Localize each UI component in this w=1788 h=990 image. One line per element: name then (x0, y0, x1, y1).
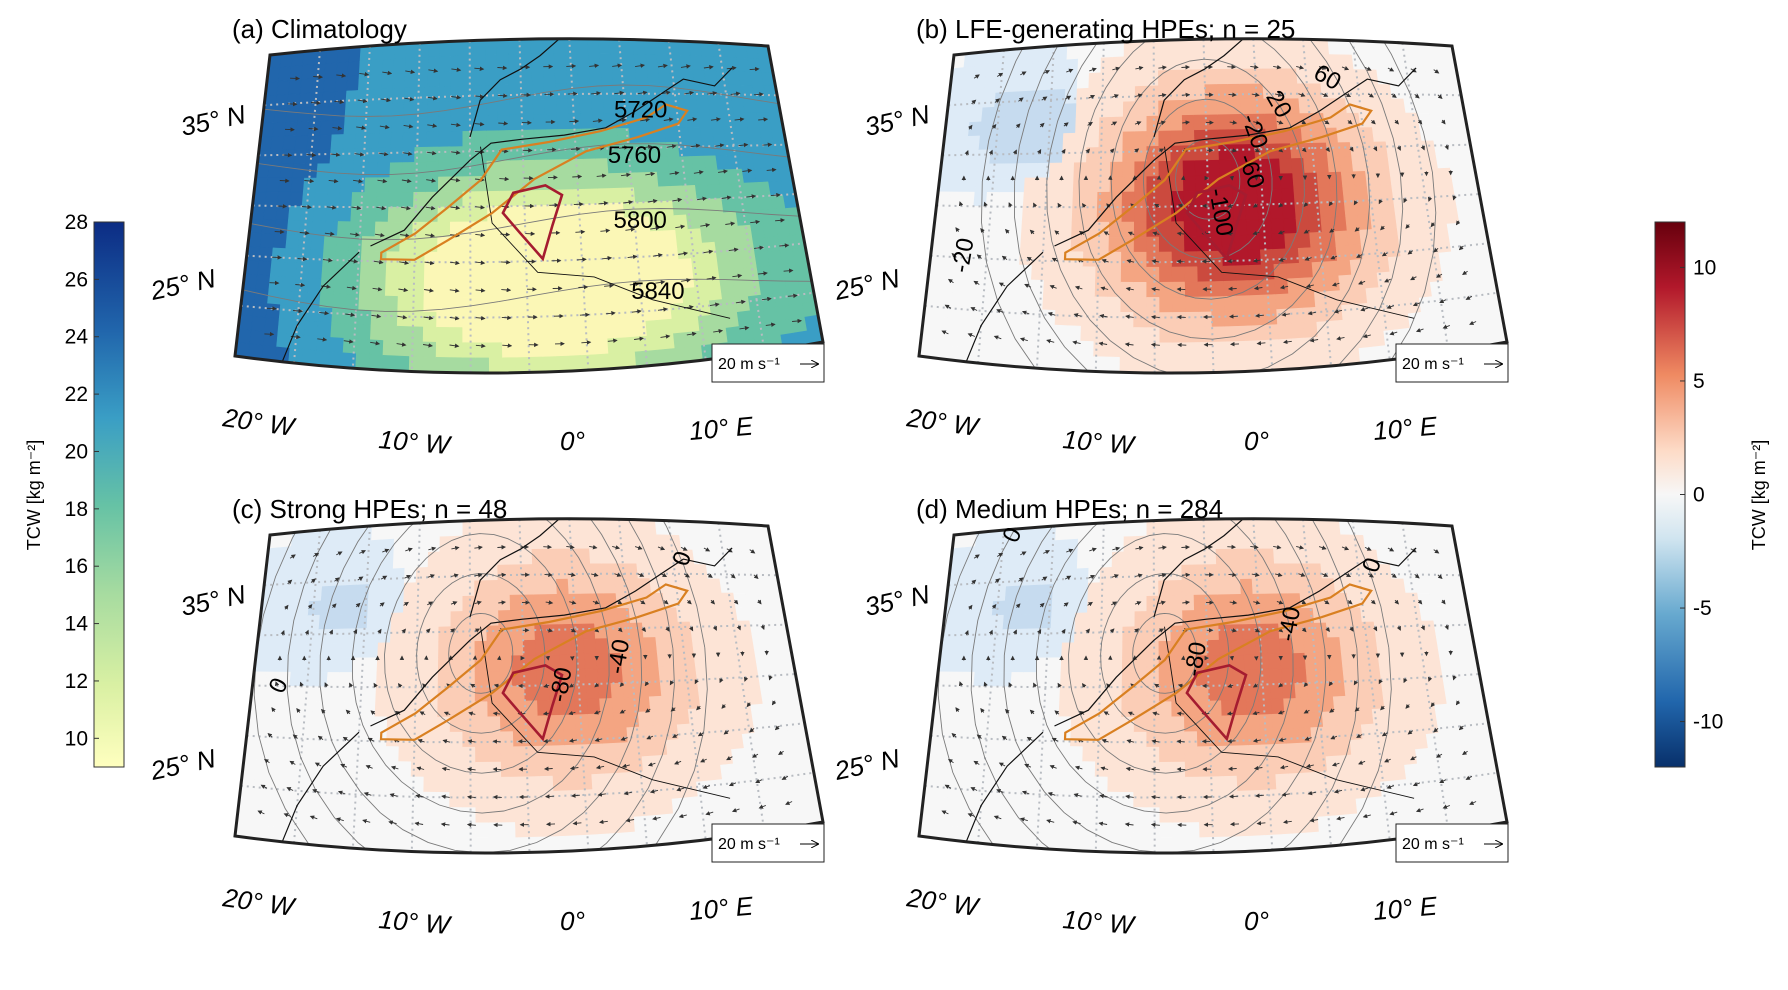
study-region-outline (379, 583, 689, 741)
panel-title: (a) Climatology (232, 14, 407, 44)
colorbar-tick-label: 18 (65, 498, 88, 521)
colorbar-tick-label: -5 (1693, 597, 1712, 620)
wind-scale-key: 20 m s⁻¹ (711, 343, 825, 383)
wind-vectors (941, 64, 1477, 348)
contour-label: 5760 (608, 142, 661, 169)
longitude-label: 20° W (904, 402, 982, 442)
study-region-outline (379, 103, 689, 261)
wind-vectors (264, 63, 802, 349)
study-region-outline (1063, 583, 1373, 741)
longitude-label: 10° W (377, 424, 453, 460)
map-panel-a: 5720 5760 5800 5840 20 m s⁻¹ (a) Climatology 3… (147, 14, 825, 460)
latitude-label: 35° N (862, 99, 932, 142)
longitude-label: 10° E (688, 410, 755, 446)
wind-scale-key: 20 m s⁻¹ (1395, 823, 1509, 863)
colorbar-left-bar (93, 221, 125, 768)
longitude-label: 10° E (1372, 890, 1439, 926)
latitude-label: 25° N (831, 743, 902, 786)
longitude-label: 10° W (1061, 424, 1137, 460)
latitude-label: 25° N (147, 743, 218, 786)
longitude-label: 0° (1244, 426, 1269, 456)
colorbar-tick-label: 12 (65, 670, 88, 693)
colorbar-tick-label: 20 (65, 440, 88, 463)
colorbar-tick-label: 14 (65, 613, 89, 636)
colorbar-left-label: TCW [kg m⁻²] (24, 440, 44, 551)
coastlines (281, 38, 733, 363)
contour-label: -80 (1180, 640, 1213, 679)
latitude-label: 35° N (862, 579, 932, 622)
study-region-outline (1063, 103, 1373, 261)
latitude-label: 35° N (178, 99, 248, 142)
contour-label: -80 (545, 665, 578, 704)
latitude-label: 25° N (831, 263, 902, 306)
colorbar-tick-label: 22 (65, 383, 88, 406)
contour-label: -40 (603, 637, 636, 676)
longitude-label: 10° W (377, 904, 453, 940)
target-region-outline (501, 664, 564, 742)
longitude-label: 10° E (1372, 410, 1439, 446)
longitude-label: 10° E (688, 890, 755, 926)
contour-label: -40 (1273, 605, 1306, 644)
panel-title: (c) Strong HPEs; n = 48 (232, 494, 507, 524)
wind-scale-key: 20 m s⁻¹ (1395, 343, 1509, 383)
target-region-outline (501, 184, 564, 262)
wind-scale-key: 20 m s⁻¹ (711, 823, 825, 863)
map-frame (233, 517, 825, 855)
coastlines (965, 518, 1417, 843)
colorbar-tick-label: 16 (65, 555, 88, 578)
colorbar-right: 10 5 0 -5 -10 TCW [kg m⁻²] (1654, 221, 1769, 768)
latitude-label: 25° N (147, 263, 218, 306)
longitude-label: 10° W (1061, 904, 1137, 940)
panel-title: (d) Medium HPEs; n = 284 (916, 494, 1223, 524)
geopotential-contours (981, 38, 1437, 374)
tcw-field (919, 38, 1507, 374)
contour-label: 5800 (614, 207, 667, 234)
longitude-label: 20° W (220, 882, 298, 922)
contour-label: 5720 (614, 96, 667, 123)
wind-vectors (257, 544, 793, 828)
colorbar-tick-label: 10 (1693, 256, 1716, 279)
coastlines (965, 38, 1417, 363)
target-region-outline (1185, 664, 1248, 742)
map-frame (917, 37, 1509, 375)
map-frame (233, 37, 825, 375)
longitude-label: 0° (560, 426, 585, 456)
wind-scale-label: 20 m s⁻¹ (1402, 836, 1464, 853)
coastlines (281, 518, 733, 843)
wind-scale-label: 20 m s⁻¹ (718, 356, 780, 373)
colorbar-tick-label: 24 (65, 326, 89, 349)
colorbar-left: 28 26 24 22 20 18 16 14 12 10 TCW [kg m⁻²] (24, 211, 125, 768)
longitude-label: 20° W (220, 402, 298, 442)
colorbar-tick-label: 10 (65, 727, 88, 750)
contour-label: 5840 (631, 278, 684, 305)
wind-vectors (941, 544, 1477, 828)
longitude-label: 20° W (904, 882, 982, 922)
longitude-label: 0° (1244, 906, 1269, 936)
colorbar-tick-label: 0 (1693, 484, 1705, 507)
wind-scale-label: 20 m s⁻¹ (718, 836, 780, 853)
wind-scale-label: 20 m s⁻¹ (1402, 356, 1464, 373)
contour-label: -20 (947, 236, 980, 275)
colorbar-right-label: TCW [kg m⁻²] (1749, 440, 1769, 551)
panel-title: (b) LFE-generating HPEs; n = 25 (916, 14, 1295, 44)
latitude-label: 35° N (178, 579, 248, 622)
map-frame (917, 517, 1509, 855)
target-region-outline (1185, 184, 1248, 262)
colorbar-tick-label: 28 (65, 211, 88, 234)
colorbar-tick-label: -10 (1693, 711, 1723, 734)
colorbar-tick-label: 26 (65, 268, 88, 291)
colorbar-tick-label: 5 (1693, 370, 1705, 393)
longitude-label: 0° (560, 906, 585, 936)
